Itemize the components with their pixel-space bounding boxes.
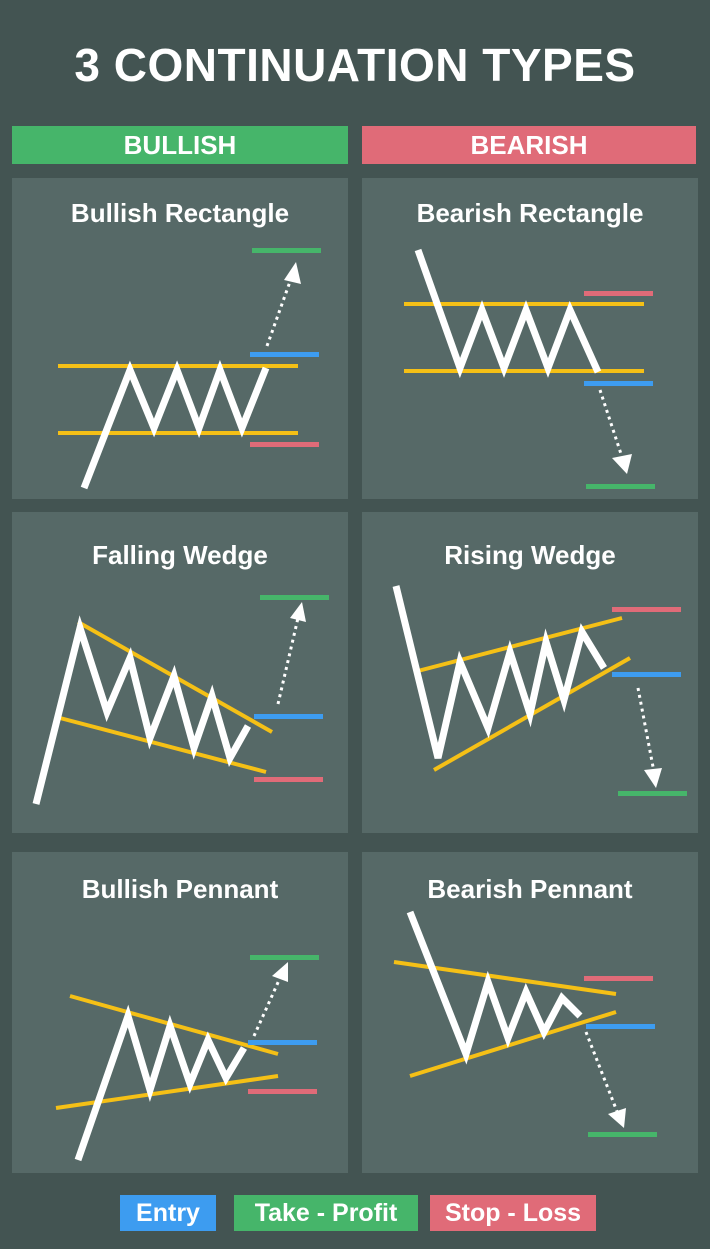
arrow-head (272, 962, 288, 982)
bullish-header: BULLISH (12, 126, 348, 164)
target-arrow (598, 389, 625, 461)
bullish-rectangle-diagram (58, 248, 321, 490)
bearish-pennant-diagram (393, 910, 657, 1137)
arrow-head (644, 768, 662, 788)
take-profit-level (260, 595, 329, 600)
bullish-pennant-panel: Bullish Pennant (12, 852, 348, 1173)
take-profit-level (250, 955, 319, 960)
stop-loss-level (584, 291, 653, 296)
entry-level (254, 714, 323, 719)
entry-level (612, 672, 681, 677)
legend-take-profit: Take - Profit (234, 1195, 418, 1231)
take-profit-level (618, 791, 687, 796)
stop-loss-level (612, 607, 681, 612)
panel-title: Bullish Pennant (81, 874, 279, 904)
arrow-head (290, 602, 306, 622)
target-arrow (252, 977, 282, 1037)
entry-level (250, 352, 319, 357)
panel-title: Bearish Rectangle (416, 198, 644, 228)
arrow-head (612, 454, 632, 474)
price-path (32, 615, 252, 805)
bullish-rectangle-panel: Bullish Rectangle (12, 178, 348, 499)
price-path (80, 359, 270, 490)
rising-wedge-diagram (392, 585, 687, 796)
lower-trendline (409, 1010, 617, 1078)
page-title: 3 CONTINUATION TYPES (74, 39, 636, 91)
stop-loss-level (248, 1089, 317, 1094)
stop-loss-level (254, 777, 323, 782)
bearish-rectangle-diagram (404, 248, 655, 489)
price-path (414, 248, 602, 379)
arrow-head (284, 262, 301, 284)
price-path (392, 585, 607, 759)
upper-trendline (69, 994, 279, 1056)
upper-trendline (413, 616, 623, 674)
target-arrow (265, 275, 294, 347)
take-profit-level (586, 484, 655, 489)
panel-title: Falling Wedge (92, 540, 268, 570)
falling-wedge-panel: Falling Wedge (12, 512, 348, 833)
legend-entry: Entry (120, 1195, 216, 1231)
price-path (406, 910, 583, 1065)
falling-wedge-diagram (32, 595, 329, 805)
price-path (74, 1004, 248, 1162)
take-profit-level (588, 1132, 657, 1137)
panel-title: Bullish Rectangle (70, 198, 290, 228)
bearish-rectangle-panel: Bearish Rectangle (362, 178, 698, 499)
lower-trendline (55, 1074, 279, 1110)
take-profit-level (252, 248, 321, 253)
entry-level (584, 381, 653, 386)
target-arrow (584, 1031, 620, 1115)
entry-level (586, 1024, 655, 1029)
upper-trendline (393, 960, 617, 996)
arrow-head (608, 1108, 626, 1128)
legend-stop-loss: Stop - Loss (430, 1195, 596, 1231)
target-arrow (276, 617, 300, 705)
rising-wedge-panel: Rising Wedge (362, 512, 698, 833)
panel-title: Bearish Pennant (427, 874, 633, 904)
panel-title: Rising Wedge (444, 540, 616, 570)
stop-loss-level (250, 442, 319, 447)
entry-level (248, 1040, 317, 1045)
bearish-pennant-panel: Bearish Pennant (362, 852, 698, 1173)
lower-trendline (59, 716, 267, 774)
bearish-header: BEARISH (362, 126, 696, 164)
target-arrow (636, 687, 656, 773)
stop-loss-level (584, 976, 653, 981)
bullish-pennant-diagram (55, 955, 319, 1162)
